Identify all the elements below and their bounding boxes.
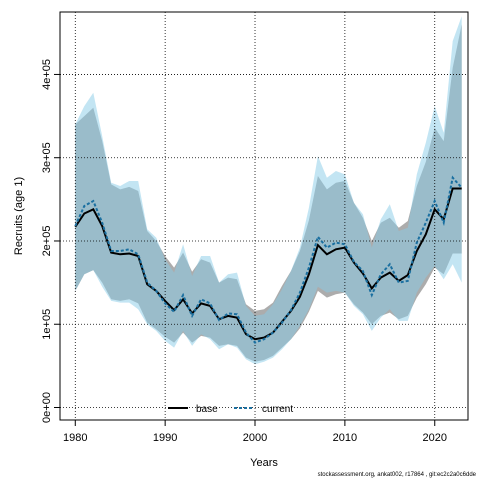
series-lines (74, 175, 463, 344)
y-tick-label: 2e+05 (41, 226, 53, 257)
series-line-current (74, 175, 463, 344)
legend-label-base: base (196, 404, 218, 415)
y-tick-label: 4e+05 (41, 59, 53, 90)
x-tick-label: 1990 (153, 432, 177, 444)
confidence-band-current (75, 16, 462, 365)
x-tick-label: 1980 (63, 432, 87, 444)
x-tick-label: 2000 (243, 432, 267, 444)
plot-frame (59, 11, 469, 421)
footer-note: stockassessment.org, ankat002, r17864 , … (318, 472, 477, 478)
y-tick-label: 0e+00 (41, 392, 53, 423)
y-tick-label: 1e+05 (41, 309, 53, 340)
legend: base current (168, 404, 293, 415)
x-tick-label: 2010 (333, 432, 357, 444)
x-tick-label: 2020 (423, 432, 447, 444)
x-axis: 1980 1990 2000 2010 2020 (63, 420, 447, 444)
grid-lines (60, 12, 468, 420)
legend-label-current: current (262, 404, 293, 415)
y-tick-label: 3e+05 (41, 142, 53, 173)
y-axis: 0e+00 1e+05 2e+05 3e+05 4e+05 (41, 59, 60, 423)
y-axis-title: Recruits (age 1) (13, 177, 25, 255)
x-axis-title: Years (250, 457, 278, 469)
confidence-bands (75, 16, 462, 365)
